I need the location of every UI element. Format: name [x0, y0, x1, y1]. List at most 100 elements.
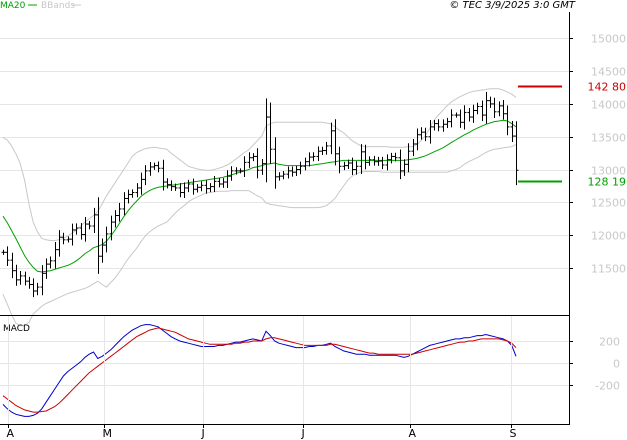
- price-y-tick-label: 15000: [591, 33, 626, 46]
- price-bar: [109, 215, 114, 241]
- price-bar: [363, 144, 368, 170]
- price-bar: [204, 180, 209, 194]
- price-bar: [290, 166, 295, 177]
- price-bar: [53, 242, 58, 269]
- price-bar: [143, 165, 148, 186]
- price-bar: [152, 162, 157, 170]
- price-bar: [316, 146, 321, 162]
- price-bar: [31, 278, 36, 298]
- price-bar: [342, 161, 347, 171]
- legend-ma20: MA20: [0, 1, 26, 11]
- price-bar: [423, 127, 428, 142]
- ma20-polyline: [2, 119, 517, 273]
- macd-y-tick-label: 200: [599, 336, 620, 349]
- legend-bbands: BBands: [41, 1, 75, 11]
- price-bar: [380, 156, 385, 170]
- price-bar: [458, 109, 463, 128]
- price-bar: [298, 161, 303, 175]
- price-bars: [1, 91, 519, 298]
- price-bar: [57, 230, 62, 257]
- price-bar: [273, 137, 278, 189]
- price-bar: [117, 202, 122, 222]
- price-bar: [61, 232, 66, 245]
- price-bar: [277, 172, 282, 181]
- price-bar: [70, 223, 75, 246]
- price-bar: [428, 120, 433, 144]
- price-levels: 142 80 128 19: [518, 81, 626, 189]
- price-bar: [320, 146, 325, 156]
- price-bar: [5, 246, 10, 267]
- price-y-tick-label: 14500: [591, 66, 626, 79]
- price-bar: [372, 155, 377, 166]
- price-bar: [195, 184, 200, 193]
- price-bar: [462, 105, 467, 130]
- price-bar: [311, 152, 316, 162]
- price-bar: [488, 96, 493, 108]
- chart-header: MA20 BBands © TEC 3/9/2025 3:0 GMT: [0, 0, 576, 11]
- price-bar: [148, 162, 153, 176]
- level-label: 142 80: [588, 81, 627, 94]
- price-bar: [229, 166, 234, 181]
- price-bar: [376, 156, 381, 166]
- price-bar: [14, 264, 19, 286]
- price-bar: [510, 120, 515, 143]
- price-bar: [10, 252, 15, 279]
- price-bar: [40, 265, 45, 296]
- signal-line: [2, 327, 517, 413]
- price-bar: [199, 181, 204, 192]
- price-bar: [212, 176, 217, 192]
- price-bar: [66, 236, 71, 243]
- price-bar: [281, 170, 286, 180]
- price-bar: [169, 180, 174, 191]
- price-bar: [92, 207, 97, 233]
- price-bar: [329, 122, 334, 155]
- price-y-tick-label: 11500: [591, 263, 626, 276]
- price-bar: [402, 159, 407, 176]
- macd-panel: MACD 200 0 -200: [0, 324, 620, 417]
- price-bar: [242, 156, 247, 177]
- price-bar: [467, 108, 472, 122]
- price-bar: [480, 100, 485, 122]
- price-bar: [247, 152, 252, 168]
- price-bar: [419, 127, 424, 140]
- price-bar: [173, 183, 178, 191]
- x-tick-label: A: [409, 427, 417, 440]
- price-bar: [83, 216, 88, 242]
- price-bar: [18, 271, 23, 285]
- price-bar: [182, 182, 187, 199]
- macd-lines: [2, 324, 517, 417]
- price-bar: [359, 144, 364, 174]
- price-y-tick-label: 12000: [591, 230, 626, 243]
- price-bar: [415, 128, 420, 151]
- price-bar: [208, 183, 213, 193]
- macd-grid: [0, 341, 569, 386]
- bband-lower: [2, 144, 517, 327]
- price-grid: [0, 38, 569, 269]
- price-bar: [104, 226, 109, 253]
- price-bar: [268, 102, 273, 164]
- price-bar: [337, 146, 342, 174]
- price-bar: [238, 168, 243, 174]
- price-bar: [389, 152, 394, 164]
- macd-y-tick-label: -200: [595, 380, 620, 393]
- price-bar: [35, 282, 40, 296]
- x-tick-label: M: [103, 427, 113, 440]
- price-bar: [393, 152, 398, 162]
- price-bar: [260, 158, 265, 175]
- price-bar: [484, 91, 489, 124]
- price-bar: [514, 121, 519, 186]
- price-bar: [471, 104, 476, 123]
- price-bar: [454, 112, 459, 118]
- price-bar: [492, 97, 497, 119]
- price-bar: [122, 192, 127, 216]
- price-bar: [1, 249, 6, 255]
- macd-y-tick-label: 0: [613, 358, 620, 371]
- x-tick-label: A: [7, 427, 15, 440]
- price-bar: [303, 157, 308, 171]
- price-bar: [217, 177, 222, 188]
- price-bar: [367, 156, 372, 166]
- price-y-tick-label: 13500: [591, 132, 626, 145]
